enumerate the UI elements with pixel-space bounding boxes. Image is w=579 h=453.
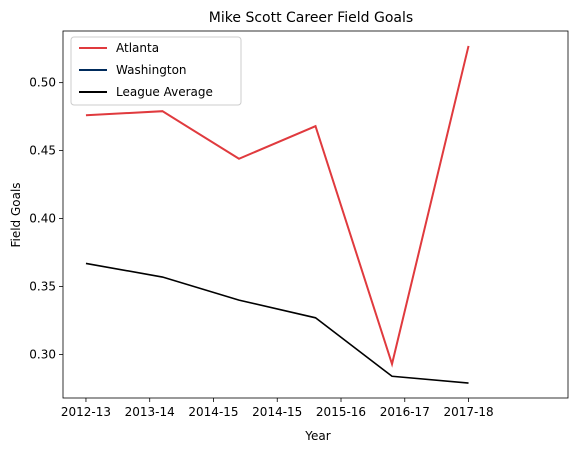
x-tick-label: 2016-17 bbox=[380, 405, 430, 419]
legend: Atlanta Washington League Average bbox=[70, 36, 242, 106]
y-tick-label: 0.45 bbox=[29, 144, 56, 158]
x-tick-label: 2015-16 bbox=[316, 405, 366, 419]
plot-area bbox=[85, 45, 470, 384]
legend-box bbox=[70, 36, 242, 106]
axes: 2012-13 2013-14 2014-15 2014-15 2015-16 2016-… bbox=[29, 30, 569, 419]
x-tick-label: 2014-15 bbox=[252, 405, 302, 419]
series-line-league-average bbox=[85, 262, 469, 384]
x-tick-label: 2012-13 bbox=[61, 405, 111, 419]
x-axis-label: Year bbox=[304, 429, 330, 443]
y-axis-label: Field Goals bbox=[9, 182, 23, 247]
chart-title: Mike Scott Career Field Goals bbox=[209, 10, 413, 26]
legend-label: Washington bbox=[116, 63, 187, 77]
y-tick-label: 0.50 bbox=[29, 76, 56, 90]
y-tick-label: 0.40 bbox=[29, 212, 56, 226]
x-tick-label: 2013-14 bbox=[125, 405, 175, 419]
y-tick-label: 0.35 bbox=[29, 280, 56, 294]
y-tick-label: 0.30 bbox=[29, 348, 56, 362]
legend-label: League Average bbox=[116, 85, 213, 99]
x-tick-label: 2017-18 bbox=[443, 405, 493, 419]
x-tick-label: 2014-15 bbox=[188, 405, 238, 419]
series-line-atlanta bbox=[85, 45, 470, 368]
plot-frame bbox=[62, 30, 569, 399]
legend-label: Atlanta bbox=[116, 41, 159, 55]
